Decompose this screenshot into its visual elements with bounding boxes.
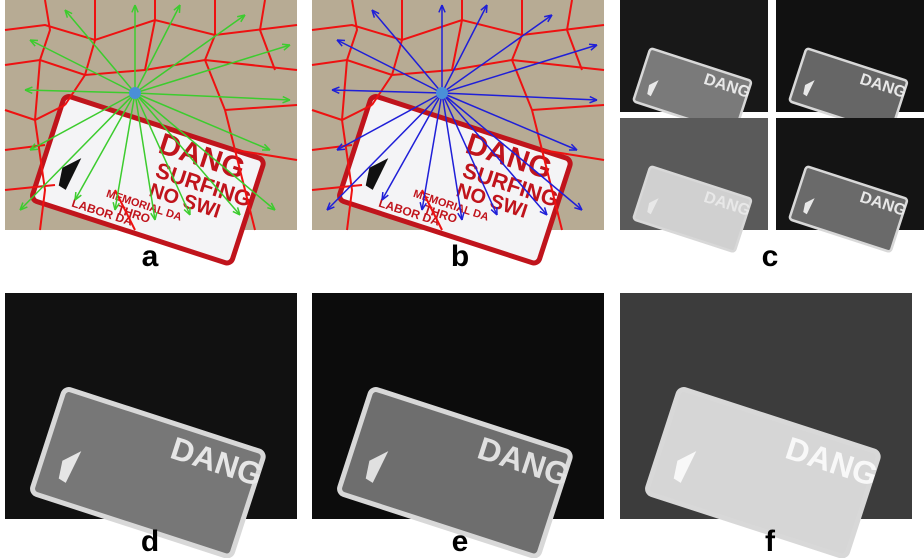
- panel-label: b: [451, 240, 469, 273]
- figure: DANGSURFINGNO SWIMEMORIAL DATHROLABOR DA…: [0, 0, 924, 558]
- panel-e: DANG: [312, 293, 604, 558]
- panel-label: e: [452, 525, 469, 558]
- sub-map: DANG: [620, 118, 768, 253]
- panel-label: a: [142, 240, 159, 273]
- panel-label: c: [762, 240, 779, 273]
- sub-map: DANG: [776, 0, 924, 135]
- sub-map: DANG: [776, 118, 924, 253]
- center-node: [436, 87, 448, 99]
- center-node: [129, 87, 141, 99]
- panel-label: f: [765, 525, 776, 558]
- sub-map: DANG: [620, 0, 768, 135]
- panel-label: d: [141, 525, 159, 558]
- panel-d: DANG: [5, 293, 297, 558]
- panel-f: DANG: [620, 293, 912, 558]
- panel-b: DANGSURFINGNO SWIMEMORIAL DATHROLABOR DA: [312, 0, 604, 265]
